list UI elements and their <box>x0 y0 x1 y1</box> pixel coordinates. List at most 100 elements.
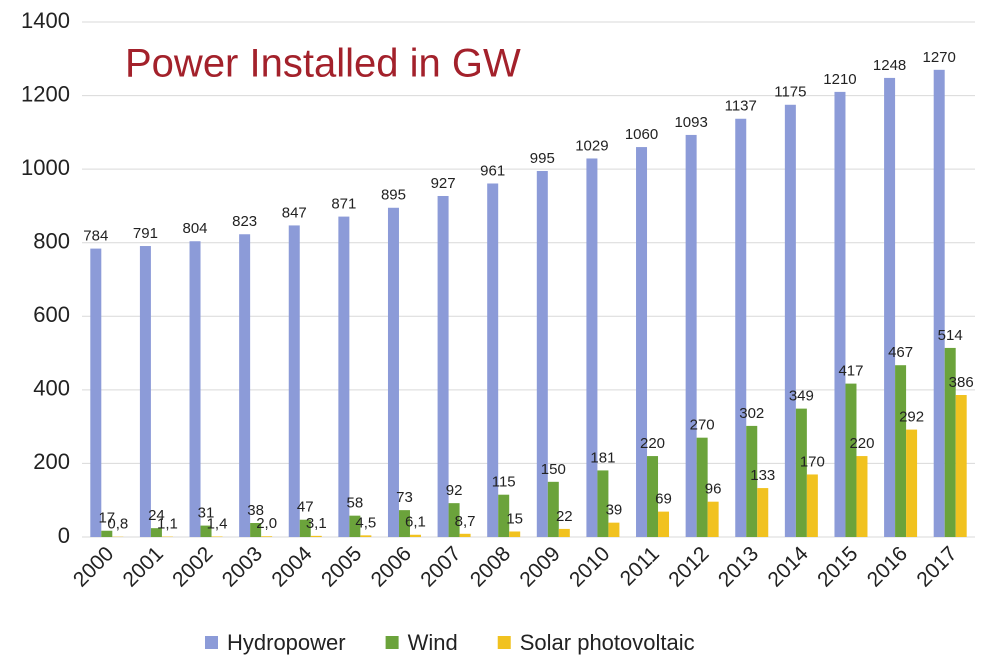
bar <box>150 528 162 537</box>
data-label: 4,5 <box>355 514 376 531</box>
bar <box>239 234 251 537</box>
bar <box>884 77 896 538</box>
chart-title: Power Installed in GW <box>125 42 521 86</box>
x-tick-label: 2009 <box>515 542 564 591</box>
data-label: 791 <box>133 225 158 242</box>
y-tick-label: 800 <box>33 229 70 254</box>
bar <box>338 216 350 537</box>
data-label: 349 <box>789 388 814 405</box>
bar <box>387 207 399 537</box>
bar <box>608 522 620 537</box>
bar <box>189 241 201 537</box>
data-label: 1248 <box>873 57 906 74</box>
bar <box>933 69 945 538</box>
bar <box>90 248 102 537</box>
y-tick-label: 1400 <box>21 8 70 33</box>
x-tick-label: 2001 <box>119 542 168 591</box>
bar <box>944 347 956 537</box>
data-label: 1210 <box>823 71 856 88</box>
data-label: 170 <box>800 453 825 470</box>
x-tick-label: 2008 <box>466 542 515 591</box>
x-tick-label: 2011 <box>616 542 664 590</box>
data-label: 961 <box>480 162 505 179</box>
bar <box>757 488 769 537</box>
y-tick-label: 400 <box>33 376 70 401</box>
data-label: 514 <box>938 327 963 344</box>
x-tick-label: 2004 <box>267 542 317 592</box>
data-label: 871 <box>331 196 356 213</box>
bar <box>895 365 907 537</box>
bar <box>509 531 521 537</box>
data-label: 270 <box>690 417 715 434</box>
legend-swatch <box>497 636 511 649</box>
data-label: 92 <box>446 482 463 499</box>
bar <box>784 104 796 538</box>
x-tick-label: 2007 <box>416 542 465 591</box>
y-tick-label: 1200 <box>21 81 70 106</box>
data-label: 220 <box>849 435 874 452</box>
bar <box>299 519 311 537</box>
bar <box>310 535 322 537</box>
bar <box>261 536 273 537</box>
data-label: 15 <box>506 510 523 527</box>
data-label: 1,1 <box>157 516 178 533</box>
bar <box>139 246 151 537</box>
data-label: 39 <box>606 502 623 519</box>
data-label: 386 <box>949 374 974 391</box>
data-label: 1060 <box>625 126 658 143</box>
x-tick-label: 2016 <box>863 542 912 591</box>
bar <box>487 183 499 537</box>
x-tick-label: 2012 <box>664 542 713 591</box>
bar <box>746 425 758 537</box>
data-label: 69 <box>655 491 672 508</box>
legend-label: Solar photovoltaic <box>520 630 695 655</box>
data-label: 58 <box>347 495 364 512</box>
data-label: 220 <box>640 435 665 452</box>
data-label: 847 <box>282 204 307 221</box>
bar <box>211 536 223 537</box>
data-label: 115 <box>492 474 516 491</box>
bar <box>856 456 868 537</box>
data-label: 96 <box>705 481 722 498</box>
y-tick-label: 0 <box>58 523 70 548</box>
data-label: 995 <box>530 150 555 167</box>
bar <box>735 118 747 537</box>
data-label: 467 <box>888 344 913 361</box>
data-label: 0,8 <box>107 516 128 533</box>
data-label: 784 <box>83 228 108 245</box>
x-tick-label: 2015 <box>813 542 862 591</box>
bar <box>586 158 598 537</box>
bar <box>696 437 708 537</box>
legend-swatch <box>205 636 218 649</box>
data-label: 24 <box>148 507 165 524</box>
bar <box>288 225 300 538</box>
bar <box>448 503 460 537</box>
data-label: 302 <box>739 405 764 422</box>
data-label: 47 <box>297 499 314 516</box>
data-label: 3,1 <box>306 515 327 532</box>
data-label: 895 <box>381 187 406 204</box>
data-label: 6,1 <box>405 514 426 531</box>
x-tick-label: 2013 <box>714 542 763 591</box>
bar <box>834 91 846 538</box>
bar <box>647 456 659 537</box>
bar <box>558 528 570 537</box>
data-label: 292 <box>899 409 924 426</box>
bar <box>101 530 113 537</box>
data-label: 38 <box>247 502 264 519</box>
bar <box>658 511 670 537</box>
bar <box>200 525 212 537</box>
bar <box>806 474 818 537</box>
bar <box>536 170 548 537</box>
data-label: 73 <box>396 489 413 506</box>
data-label: 181 <box>590 449 615 466</box>
bar <box>360 535 372 537</box>
bar <box>845 383 857 537</box>
x-tick-label: 2010 <box>565 542 614 591</box>
legend-swatch <box>385 636 399 649</box>
x-tick-label: 2006 <box>367 542 416 591</box>
bar <box>250 523 262 537</box>
data-label: 1270 <box>923 49 956 66</box>
x-tick-label: 2000 <box>69 542 118 591</box>
bar <box>459 533 471 537</box>
